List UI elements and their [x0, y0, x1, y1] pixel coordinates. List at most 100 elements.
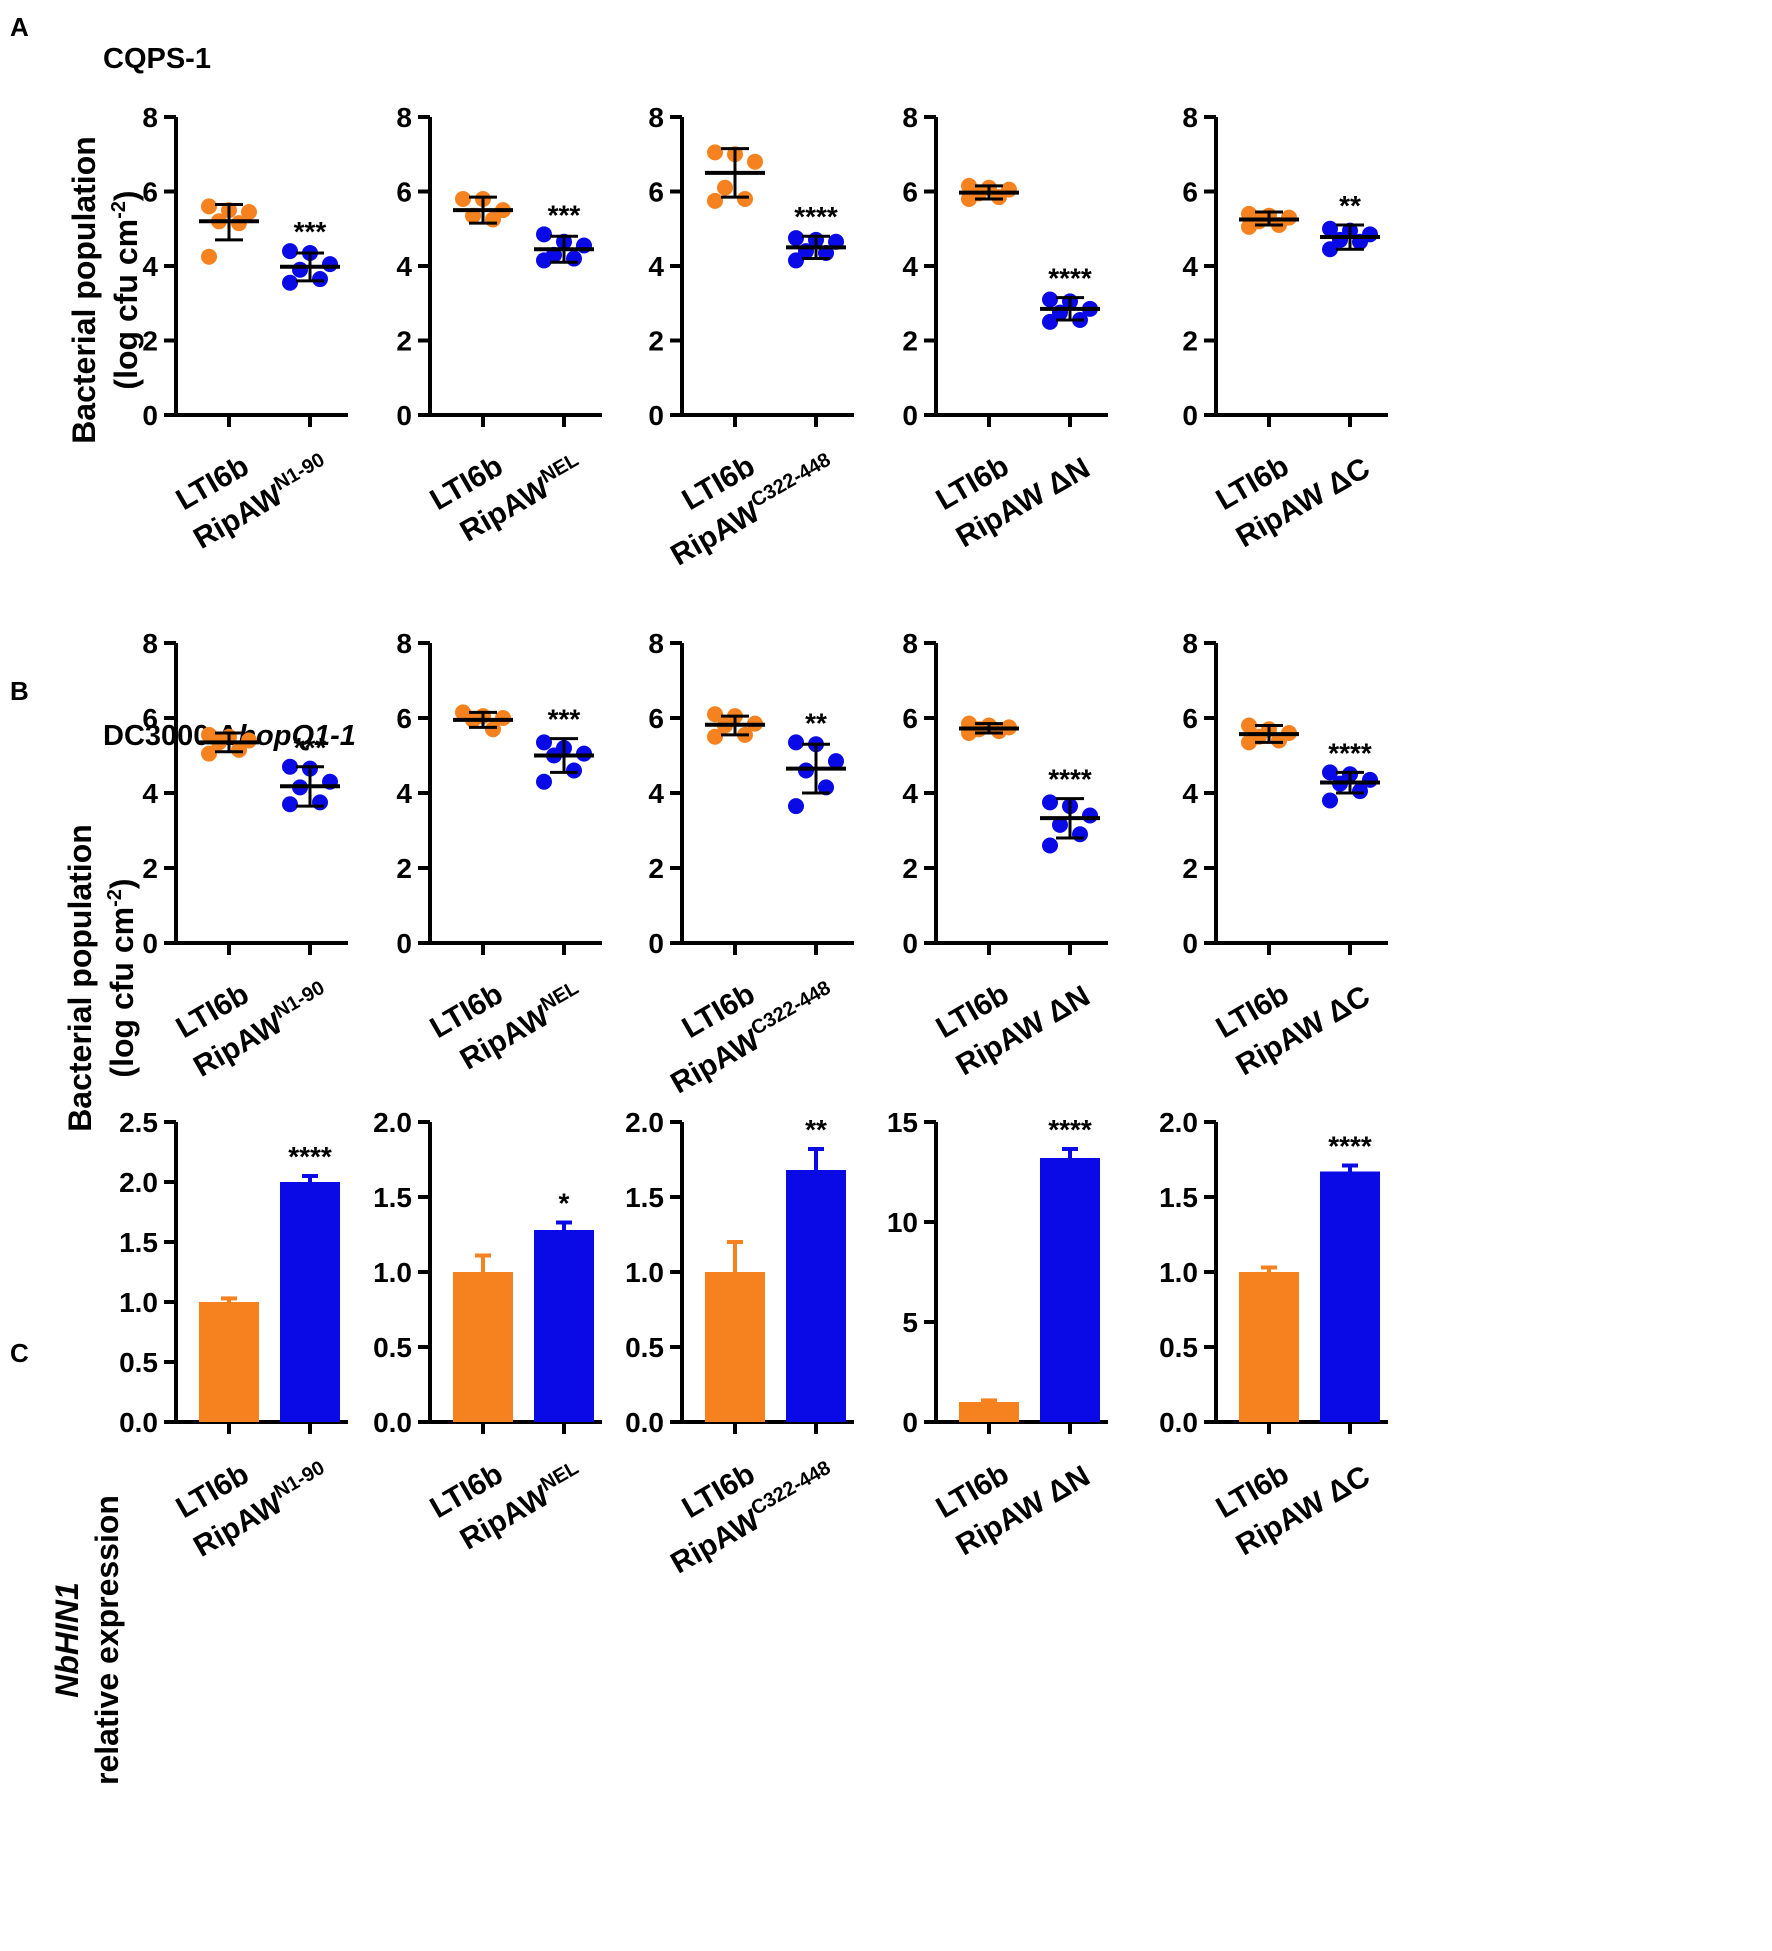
significance-label: ** [805, 1114, 827, 1145]
y-label-a-post: ) [108, 190, 144, 201]
y-tick-label: 0 [142, 928, 158, 959]
significance-label: **** [1048, 764, 1092, 795]
y-tick-label: 1.0 [1159, 1257, 1198, 1288]
y-tick-label: 1.5 [119, 1227, 158, 1258]
y-tick-label: 8 [396, 102, 412, 133]
y-tick-label: 8 [396, 628, 412, 659]
y-tick-label: 0 [902, 1407, 918, 1438]
significance-label: **** [1328, 737, 1372, 768]
y-tick-label: 4 [396, 778, 412, 809]
y-tick-label: 4 [902, 251, 918, 282]
treatment-point [788, 230, 804, 247]
y-tick-label: 8 [1182, 102, 1198, 133]
y-tick-label: 8 [902, 628, 918, 659]
treatment-bar [1320, 1171, 1380, 1422]
category-label-sup: N1-90 [270, 449, 328, 495]
y-tick-label: 0.5 [625, 1332, 664, 1363]
y-tick-label: 4 [142, 778, 158, 809]
category-label-sup: C322-448 [747, 977, 834, 1040]
significance-label: *** [294, 216, 327, 247]
y-tick-label: 0.0 [1159, 1407, 1198, 1438]
significance-label: *** [294, 732, 327, 763]
category-label-main: RipAW [665, 1023, 766, 1100]
treatment-point [282, 243, 298, 260]
y-label-a-line2: (log cfu cm-2) [108, 190, 144, 389]
treatment-bar [534, 1230, 594, 1422]
y-tick-label: 1.0 [119, 1287, 158, 1318]
control-point [1241, 734, 1257, 751]
significance-label: **** [1048, 263, 1092, 294]
treatment-point [1042, 291, 1058, 308]
treatment-point [536, 734, 552, 751]
treatment-bar [280, 1182, 340, 1422]
y-tick-label: 8 [142, 628, 158, 659]
y-tick-label: 0 [396, 400, 412, 431]
control-bar [959, 1402, 1019, 1422]
control-point [737, 190, 753, 207]
y-tick-label: 4 [648, 251, 664, 282]
y-tick-label: 0 [902, 928, 918, 959]
y-tick-label: 8 [648, 628, 664, 659]
category-label-sup: N1-90 [270, 1457, 328, 1503]
y-tick-label: 6 [396, 177, 412, 208]
treatment-point [788, 798, 804, 815]
y-tick-label: 2 [396, 853, 412, 884]
y-tick-label: 8 [1182, 628, 1198, 659]
y-tick-label: 6 [648, 703, 664, 734]
y-label-b-post: ) [104, 878, 140, 889]
y-tick-label: 6 [142, 703, 158, 734]
y-tick-label: 4 [902, 778, 918, 809]
treatment-point [1322, 241, 1338, 258]
y-tick-label: 4 [142, 251, 158, 282]
significance-label: **** [1048, 1114, 1092, 1145]
treatment-point [312, 794, 328, 811]
y-tick-label: 0.5 [119, 1347, 158, 1378]
treatment-bar [786, 1170, 846, 1422]
y-tick-label: 15 [887, 1107, 918, 1138]
y-tick-label: 4 [1182, 778, 1198, 809]
control-point [717, 179, 733, 196]
y-tick-label: 0 [1182, 400, 1198, 431]
significance-label: **** [288, 1141, 332, 1172]
category-label-sup: C322-448 [747, 1457, 834, 1520]
control-point [1241, 717, 1257, 734]
significance-label: ** [805, 707, 827, 738]
y-tick-label: 0 [648, 400, 664, 431]
y-tick-label: 6 [648, 177, 664, 208]
control-point [747, 153, 763, 170]
category-label-main: RipAW [665, 1503, 766, 1580]
treatment-point [566, 762, 582, 779]
control-point [201, 745, 217, 762]
control-point [961, 190, 977, 207]
panel-letter-b: B [10, 676, 29, 706]
treatment-point [292, 261, 308, 278]
y-tick-label: 0 [396, 928, 412, 959]
treatment-point [1352, 783, 1368, 800]
category-label-sup: NEL [537, 1457, 583, 1496]
control-point [1271, 732, 1287, 749]
y-tick-label: 8 [902, 102, 918, 133]
category-label-sup: NEL [537, 977, 583, 1016]
y-tick-label: 1.0 [625, 1257, 664, 1288]
treatment-point [282, 274, 298, 291]
treatment-point [1072, 826, 1088, 843]
treatment-point [828, 753, 844, 770]
treatment-point [536, 226, 552, 243]
treatment-point [536, 773, 552, 790]
category-label-sup: NEL [537, 449, 583, 488]
y-tick-label: 6 [902, 703, 918, 734]
treatment-point [1322, 792, 1338, 809]
y-tick-label: 6 [1182, 177, 1198, 208]
control-point [707, 192, 723, 209]
y-tick-label: 6 [142, 177, 158, 208]
y-tick-label: 2 [902, 326, 918, 357]
